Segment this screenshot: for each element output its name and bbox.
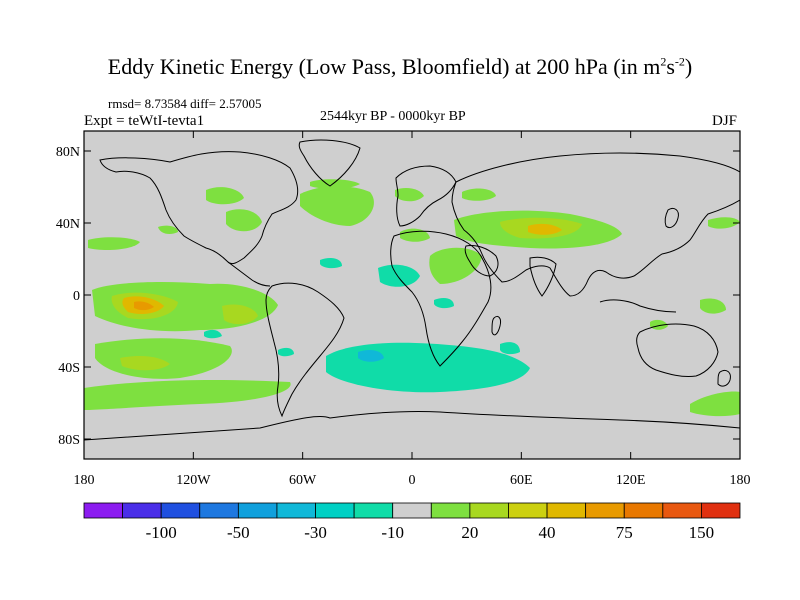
coastline-india xyxy=(529,256,557,297)
colorbar-label: -100 xyxy=(146,523,177,542)
coastlines xyxy=(84,139,740,441)
field-patch-australia-east xyxy=(700,298,726,314)
lon-tick-label: 120E xyxy=(616,473,646,488)
coastline-africa xyxy=(390,230,492,367)
coastline-asia xyxy=(451,152,740,297)
stats-text: rmsd= 8.73584 diff= 2.57005 xyxy=(108,96,262,111)
latitude-axis: 80N 40N 0 40S 80S xyxy=(56,145,740,448)
lon-tick-label: 0 xyxy=(409,473,416,488)
colorbar-swatch xyxy=(508,502,548,519)
colorbar-swatch xyxy=(315,502,355,519)
colorbar: -100 -50 -30 -10 20 40 75 150 xyxy=(83,502,741,542)
field-patch-south-pacific xyxy=(95,338,232,379)
lat-tick-label: 80S xyxy=(58,433,80,448)
colorbar-swatch xyxy=(199,502,239,519)
field-patch-caribbean-neg xyxy=(320,258,342,269)
field-patch-north-asia xyxy=(462,188,496,201)
colorbar-swatch xyxy=(237,502,278,519)
colorbar-swatch xyxy=(392,502,432,519)
lon-tick-label: 60E xyxy=(510,473,533,488)
field-patch-pacific-east-2 xyxy=(222,304,258,325)
field-patch-arabia xyxy=(429,247,482,284)
colorbar-swatch xyxy=(276,502,316,519)
field-patch-africa-neg xyxy=(434,298,454,309)
coastline-new-zealand xyxy=(717,369,731,387)
field-patch-north-pacific-a xyxy=(88,237,140,250)
colorbar-swatch xyxy=(585,502,625,519)
season-label: DJF xyxy=(712,113,738,129)
colorbar-label: -30 xyxy=(304,523,327,542)
coastline-madagascar xyxy=(491,315,501,336)
colorbar-label: -10 xyxy=(381,523,404,542)
colorbar-label: 150 xyxy=(689,523,715,542)
lon-tick-label: 180 xyxy=(730,473,751,488)
field-patch-south-pacific-inner xyxy=(120,356,170,371)
coastline-australia xyxy=(636,323,719,377)
lon-tick-label: 120W xyxy=(176,473,211,488)
lat-tick-label: 0 xyxy=(73,289,80,304)
coastline-antarctica xyxy=(84,410,740,441)
field-patch-north-pacific-b xyxy=(158,225,178,235)
coastline-north-america xyxy=(99,151,299,265)
coastline-indonesia xyxy=(599,299,677,313)
coastline-europe xyxy=(395,165,457,227)
chart-title: Eddy Kinetic Energy (Low Pass, Bloomfiel… xyxy=(107,54,693,79)
lon-tick-label: 180 xyxy=(74,473,95,488)
colorbar-swatch xyxy=(353,502,394,519)
colorbar-swatch xyxy=(662,502,702,519)
colorbar-label: 20 xyxy=(461,523,478,542)
field-patch-tropical-atlantic-neg xyxy=(378,264,420,287)
colorbar-swatch xyxy=(122,502,162,519)
coastline-japan xyxy=(664,207,679,229)
field-patch-west-pacific xyxy=(708,217,740,229)
colorbar-swatch xyxy=(701,502,741,519)
field-patch-mediterranean xyxy=(400,228,430,242)
lat-tick-label: 40S xyxy=(58,361,80,376)
field-patch-south-atlantic-neg-2 xyxy=(500,342,520,355)
field-patch-pacific-neg xyxy=(204,329,222,339)
lat-tick-label: 40N xyxy=(56,217,80,232)
field-patch-northern-europe xyxy=(395,188,424,202)
colorbar-label: 75 xyxy=(616,523,633,542)
colorbar-swatch xyxy=(430,502,471,519)
field-patch-southern-ocean xyxy=(84,380,291,410)
lat-tick-label: 80N xyxy=(56,145,80,160)
field-patch-southern-ocean-east xyxy=(690,391,740,417)
colorbar-swatch xyxy=(623,502,664,519)
field-patch-asia-band-core xyxy=(528,223,562,235)
colorbar-label: -50 xyxy=(227,523,250,542)
period-label: 2544kyr BP - 0000kyr BP xyxy=(320,109,466,124)
colorbar-swatch xyxy=(160,502,201,519)
longitude-axis: 180 120W 60W 0 60E 120E 180 xyxy=(74,131,751,488)
field-patch-north-atlantic-2 xyxy=(310,179,360,189)
colorbar-swatch xyxy=(546,502,587,519)
field-patch-pacific-neg-2 xyxy=(278,347,294,357)
field-patch-north-america-b xyxy=(226,209,262,232)
anomaly-field xyxy=(84,139,740,441)
coastline-greenland xyxy=(298,139,361,187)
experiment-label: Expt = teWtI-tevta1 xyxy=(84,113,205,129)
field-patch-south-atlantic-neg-core xyxy=(358,350,384,362)
coastline-central-america xyxy=(227,261,271,287)
coastline-south-america xyxy=(265,282,345,418)
colorbar-swatch xyxy=(469,502,509,519)
coastline-arabia xyxy=(464,245,499,277)
field-patch-indonesia xyxy=(650,319,668,330)
colorbar-label: 40 xyxy=(539,523,556,542)
field-patch-north-atlantic xyxy=(300,186,374,226)
field-patch-east-pacific-peak xyxy=(134,301,154,311)
lon-tick-label: 60W xyxy=(289,473,317,488)
colorbar-swatch xyxy=(83,502,123,519)
field-patch-north-america-a xyxy=(206,187,244,205)
